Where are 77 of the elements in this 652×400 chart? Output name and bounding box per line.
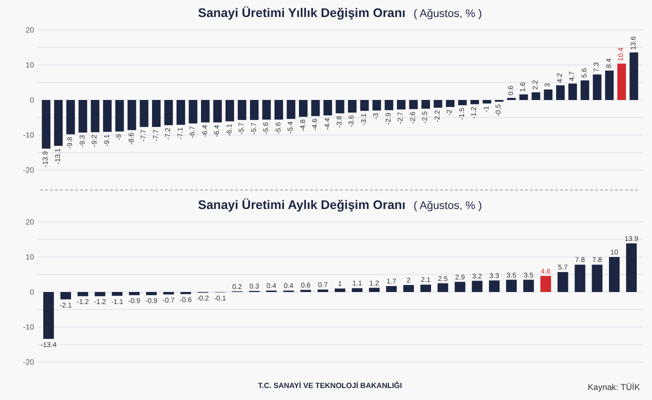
bar <box>482 100 492 104</box>
bar <box>360 100 369 111</box>
bar <box>454 282 466 292</box>
bar <box>506 280 517 292</box>
bar <box>396 100 406 110</box>
bar <box>421 100 430 109</box>
bar <box>540 276 552 292</box>
bar <box>608 257 620 292</box>
bar <box>238 100 246 120</box>
bar <box>188 100 198 124</box>
bar <box>446 100 454 107</box>
bar <box>580 80 590 100</box>
bar <box>372 100 382 110</box>
bar <box>112 292 122 296</box>
bar <box>532 92 540 100</box>
bar <box>403 285 414 292</box>
bar <box>352 288 362 292</box>
bar <box>617 64 626 100</box>
bar <box>103 100 112 132</box>
bar <box>94 292 106 296</box>
bar <box>386 286 397 292</box>
bar <box>250 100 259 120</box>
bar <box>226 100 234 122</box>
bar <box>472 280 482 292</box>
bar <box>434 100 442 108</box>
bar <box>262 100 271 120</box>
bar <box>140 100 148 127</box>
bar <box>558 272 568 292</box>
bar <box>90 100 100 132</box>
bar <box>66 100 75 134</box>
bar <box>78 100 88 133</box>
bar <box>274 100 284 120</box>
bar <box>128 100 136 130</box>
chart-title: Sanayi Üretimi Yıllık Değişim Oranı <box>198 6 406 20</box>
bar <box>78 292 88 296</box>
bar <box>54 100 63 146</box>
bar <box>176 100 186 125</box>
bar <box>409 100 418 110</box>
bar <box>164 100 173 126</box>
bar <box>348 100 357 113</box>
bar <box>323 100 332 116</box>
bar <box>438 283 448 292</box>
bar <box>43 292 54 339</box>
bar <box>384 100 394 110</box>
chart-title: Sanayi Üretimi Aylık Değişim Oranı <box>198 198 406 212</box>
bar <box>626 243 637 292</box>
bar <box>42 100 50 149</box>
bar <box>488 280 500 292</box>
bar <box>568 84 577 100</box>
bar <box>519 94 528 100</box>
bar <box>523 280 534 292</box>
bar <box>630 52 638 100</box>
bar <box>458 100 467 106</box>
bar <box>420 284 432 292</box>
chart-subtitle: ( Ağustos, % ) <box>414 8 482 20</box>
bar <box>334 288 346 292</box>
bar <box>544 90 552 100</box>
bar <box>368 288 380 292</box>
bar <box>213 100 222 122</box>
bar <box>146 292 157 296</box>
text: Kaynak: TÜİK <box>588 382 640 392</box>
bar <box>298 100 308 117</box>
bar <box>556 85 565 100</box>
bar <box>605 70 614 100</box>
bar <box>152 100 161 127</box>
bar <box>128 292 140 296</box>
bar <box>201 100 210 122</box>
chart-subtitle: ( Ağustos, % ) <box>414 200 482 212</box>
bar <box>115 100 124 132</box>
bar <box>592 74 602 100</box>
bar <box>336 100 344 114</box>
bar <box>60 292 72 300</box>
bar <box>311 100 320 116</box>
bar <box>470 100 479 104</box>
bar <box>574 264 586 292</box>
bar <box>286 100 296 119</box>
bar <box>592 264 602 292</box>
